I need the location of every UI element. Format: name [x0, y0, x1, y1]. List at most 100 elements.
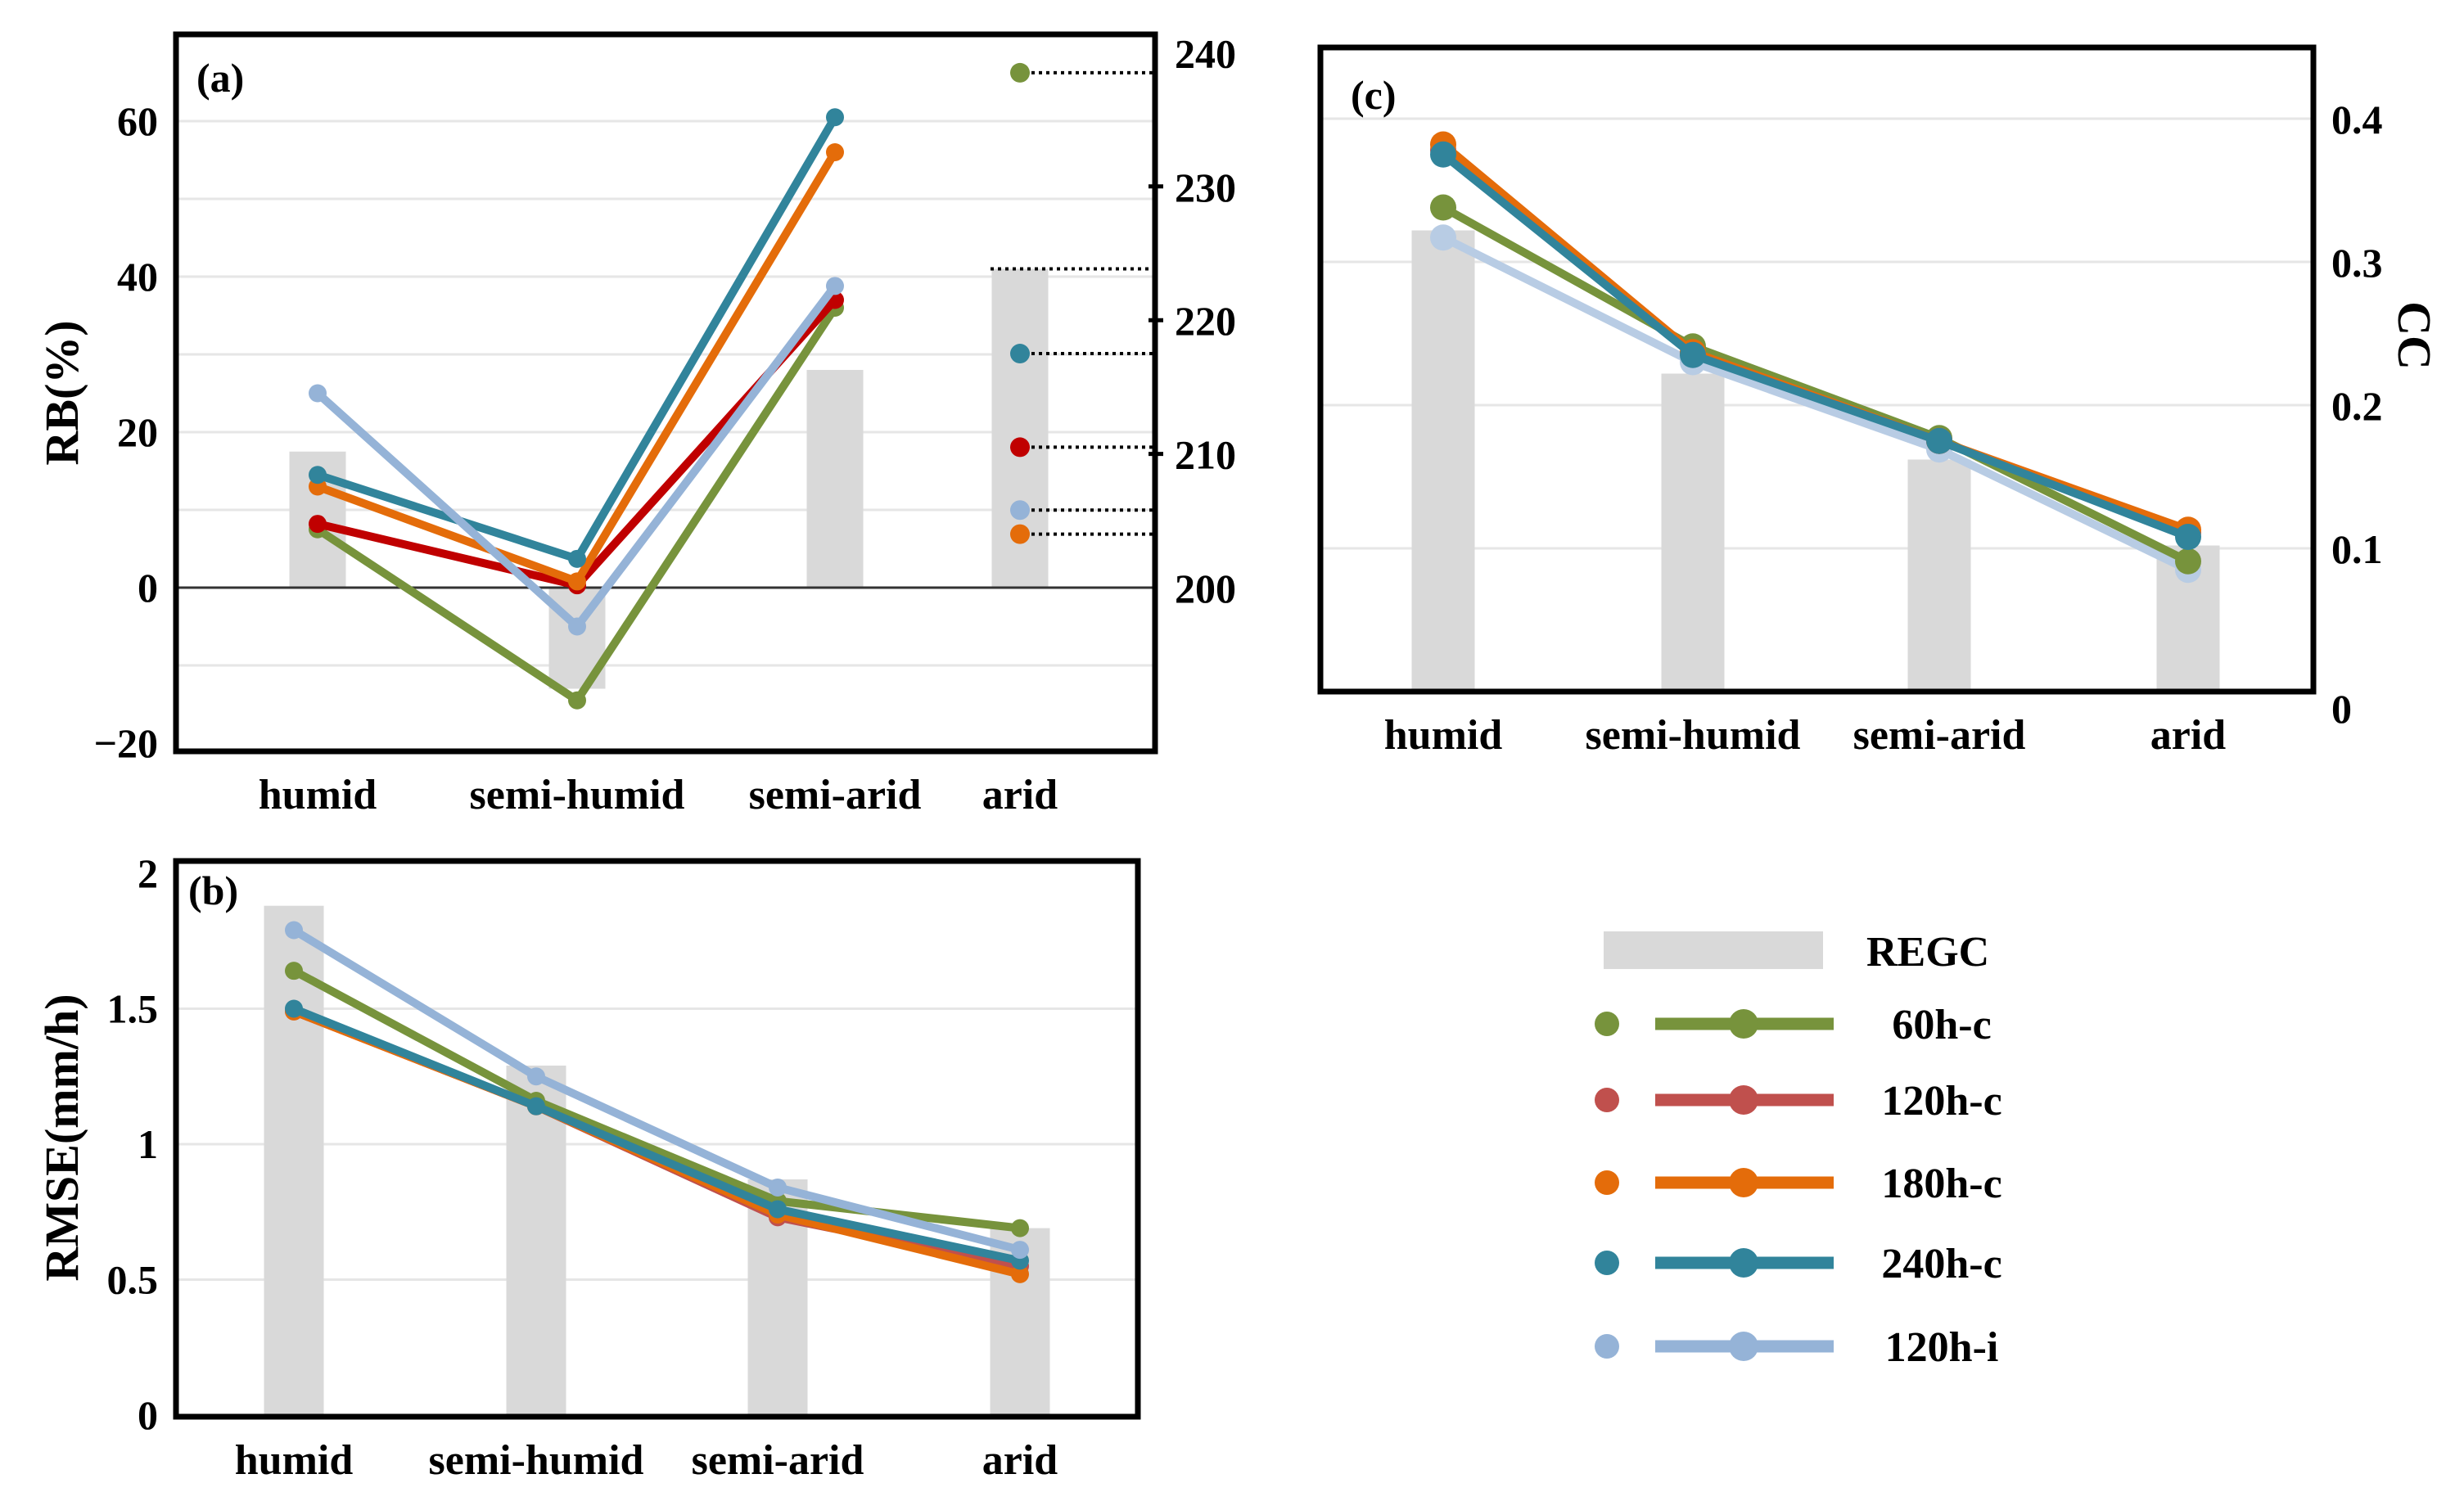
data-point-180h-c-semi-arid [826, 143, 844, 161]
y-tick-label: 0.5 [107, 1257, 159, 1303]
y-tick-label: 40 [117, 254, 158, 300]
y-tick-label: 0.1 [2331, 526, 2383, 572]
x-tick-label: semi-humid [429, 1437, 644, 1484]
x-tick-label: semi-humid [1586, 712, 1801, 759]
legend-regc-label: REGC [1866, 929, 1989, 976]
data-point-120h-i-semi-humid [527, 1067, 545, 1086]
series-line-60h-c [1441, 204, 2191, 566]
right-tick-label: 200 [1175, 566, 1236, 611]
data-point-60h-c-humid [285, 962, 303, 980]
data-point-120h-i-arid [1011, 1241, 1029, 1260]
bar-regc-semi-humid [1661, 373, 1725, 692]
legend-label-240h-c: 240h-c [1881, 1241, 2001, 1287]
y-tick-label: 1 [138, 1121, 158, 1167]
series-line-120h-c [316, 297, 838, 590]
bar-regc-humid [264, 905, 324, 1415]
data-point-240h-c-semi-arid [769, 1200, 787, 1219]
right-tick-label: 220 [1175, 298, 1236, 344]
panel-a-rb-chart: 200 210 220 230 240 −20 0 20 40 60 humid semi-humid… [35, 30, 1236, 818]
data-point-240h-c-humid [309, 466, 327, 485]
legend-marker-240h-c [1729, 1248, 1758, 1278]
data-point-60h-c-arid [1011, 1219, 1029, 1237]
y-axis-label: RMSE(mm/h) [35, 994, 88, 1281]
legend-dot-60h-c [1595, 1012, 1619, 1036]
y-tick-label: 0 [2331, 686, 2352, 732]
series-line-180h-c [316, 150, 839, 586]
legend-dot-120h-c [1595, 1088, 1619, 1112]
panel-c-cc-chart: 0 0.1 0.2 0.3 0.4 humid semi-humid semi-arid ari… [1317, 44, 2441, 759]
y-tick-label: 60 [117, 98, 158, 144]
data-point-240h-c-arid [1010, 344, 1030, 364]
legend-label-60h-c: 60h-c [1892, 1002, 1991, 1048]
bar-regc-humid [1411, 230, 1475, 692]
y-axis-label: CC [2388, 301, 2441, 370]
series-line-240h-c [292, 1004, 1022, 1265]
data-point-180h-c-semi-humid [568, 572, 586, 591]
plot-frame [173, 858, 1141, 1420]
right-tick-label: 210 [1175, 432, 1236, 478]
series-line-120h-c [1440, 146, 2190, 537]
bar-regc-semi-arid [1907, 459, 1971, 692]
data-point-60h-c-arid [1010, 62, 1030, 83]
data-point-120h-i-arid [1010, 500, 1030, 521]
legend-marker-60h-c [1729, 1009, 1758, 1039]
y-tick-label: 0.3 [2331, 240, 2383, 286]
data-point-120h-c-humid [309, 515, 327, 534]
legend-marker-120h-c [1729, 1085, 1758, 1115]
right-tick-label: 240 [1175, 30, 1236, 76]
data-point-180h-c-arid [1010, 524, 1030, 544]
legend-label-120h-i: 120h-i [1885, 1324, 1999, 1371]
legend-label-120h-c: 120h-c [1881, 1078, 2001, 1125]
data-point-120h-i-semi-humid [568, 617, 586, 636]
x-tick-label: humid [235, 1437, 354, 1484]
series-line-120h-i [1441, 233, 2191, 574]
legend-regc-swatch [1604, 931, 1823, 969]
data-point-240h-c-humid [1430, 141, 1456, 168]
data-point-120h-i-semi-arid [826, 277, 844, 295]
y-axis-label: RB(%) [35, 320, 88, 465]
series-line-240h-c [316, 115, 839, 563]
data-point-60h-c-humid [1430, 194, 1456, 221]
legend: REGC 60h-c 120h-c 180h-c 240h-c 120h-i [1595, 929, 2002, 1371]
data-point-240h-c-semi-humid [1680, 341, 1706, 368]
y-tick-label: −20 [94, 720, 159, 766]
data-point-180h-c-arid [1011, 1264, 1029, 1283]
y-tick-label: 2 [138, 850, 158, 896]
data-point-60h-c-semi-humid [568, 691, 586, 710]
x-tick-label: arid [2150, 712, 2227, 759]
data-point-120h-c-arid [1010, 437, 1030, 458]
x-tick-label: semi-humid [470, 772, 685, 818]
legend-marker-180h-c [1729, 1168, 1758, 1197]
data-point-60h-c-arid [2175, 548, 2201, 575]
legend-dot-240h-c [1595, 1251, 1619, 1275]
panel-label: (c) [1351, 72, 1397, 118]
data-point-120h-i-semi-arid [769, 1178, 787, 1197]
y-tick-label: 0.4 [2331, 97, 2383, 142]
legend-dot-120h-i [1595, 1334, 1619, 1359]
legend-dot-180h-c [1595, 1170, 1619, 1195]
x-tick-label: semi-arid [1853, 712, 2026, 759]
data-point-240h-c-semi-arid [1926, 427, 1952, 454]
data-point-240h-c-semi-humid [568, 549, 586, 568]
bar-regc-semi-humid [506, 1066, 566, 1415]
x-tick-label: humid [1384, 712, 1503, 759]
series-line-180h-c [1440, 141, 2190, 534]
data-point-240h-c-humid [285, 999, 303, 1018]
data-point-120h-i-humid [285, 921, 303, 940]
x-tick-label: arid [982, 1437, 1058, 1484]
data-point-240h-c-arid [2175, 524, 2201, 550]
series-line-120h-i [291, 926, 1022, 1254]
plot-frame [1317, 44, 2317, 695]
legend-label-180h-c: 180h-c [1881, 1161, 2001, 1207]
y-tick-label: 0 [138, 565, 158, 611]
x-tick-label: humid [259, 772, 377, 818]
y-tick-label: 1.5 [107, 986, 159, 1032]
y-tick-label: 20 [117, 409, 158, 455]
y-tick-label: 0.2 [2331, 383, 2383, 429]
plot-frame [173, 31, 1158, 755]
bar-regc-semi-arid [806, 370, 864, 588]
data-point-120h-i-humid [309, 384, 327, 403]
series-line-240h-c [1440, 151, 2190, 541]
panel-b-rmse-chart: 0 0.5 1 1.5 2 humid semi-humid semi-arid arid (b)… [35, 850, 1141, 1484]
